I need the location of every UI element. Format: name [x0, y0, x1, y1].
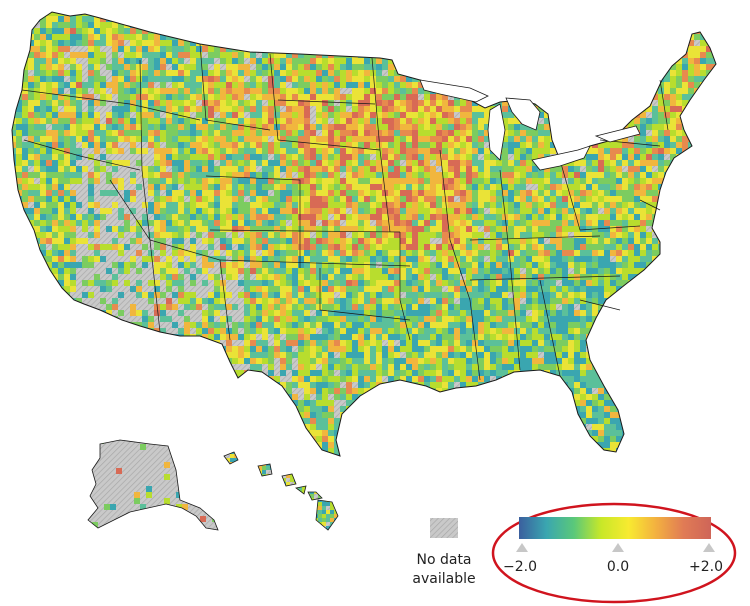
- legend-highlight-circle: [491, 502, 737, 604]
- tick-marker-min: [516, 543, 528, 552]
- no-data-legend: No data available: [412, 518, 476, 587]
- no-data-label-line1: No data: [416, 552, 471, 568]
- scale-label-min: −2.0: [503, 559, 537, 575]
- hawaii: [223, 451, 339, 531]
- alaska: [87, 439, 219, 531]
- color-scale-bar: [519, 517, 711, 539]
- conterminous-us: [11, 11, 717, 457]
- scale-label-max: +2.0: [689, 559, 723, 575]
- great-lakes: [419, 79, 641, 171]
- no-data-label-line2: available: [412, 571, 475, 587]
- tick-marker-zero: [612, 543, 624, 552]
- no-data-swatch: [430, 518, 458, 538]
- us-outline: [11, 11, 717, 457]
- color-scale-legend: −2.0 0.0 +2.0: [491, 502, 737, 604]
- tick-marker-max: [703, 543, 715, 552]
- scale-label-zero: 0.0: [607, 559, 629, 575]
